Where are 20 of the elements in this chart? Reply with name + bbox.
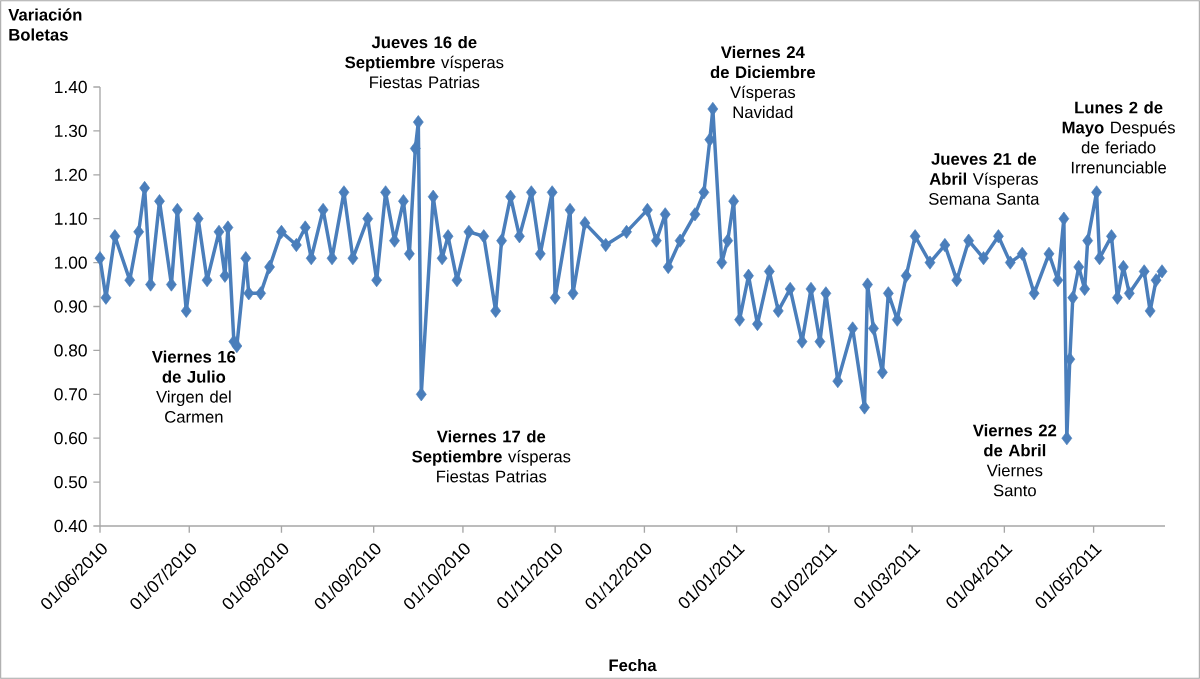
y-tick-label: 0.70 (54, 388, 87, 401)
annotation: Viernes 24 de Diciembre Vísperas Navidad (710, 45, 816, 119)
y-tick-label: 1.20 (55, 168, 87, 181)
y-tick-label: 1.00 (55, 256, 87, 269)
annotation: Viernes 22 de Abril Viernes Santo (972, 424, 1057, 497)
y-tick-label: 0.50 (54, 475, 87, 489)
annotation: Lunes 2 de Mayo Después de feriado Irrenunciable (1062, 101, 1175, 174)
y-tick-label: 1.10 (55, 212, 87, 225)
x-axis-title: Fecha (609, 658, 657, 672)
annotation: Jueves 21 de Abril Vísperas Semana Santa (929, 152, 1040, 205)
y-tick-label: 1.30 (55, 124, 87, 138)
annotation: Viernes 17 de Septiembre vísperas Fiestas Patrias (412, 430, 571, 483)
y-tick-label: 0.80 (54, 344, 87, 357)
annotation: Viernes 16 de Julio Virgen del Carmen (151, 350, 236, 423)
y-tick-label: 0.90 (54, 300, 87, 313)
y-axis-title: Variación Boletas (8, 8, 82, 41)
y-tick-label: 1.40 (55, 80, 87, 94)
y-tick-label: 0.60 (54, 432, 87, 445)
y-tick-label: 0.40 (54, 519, 87, 533)
annotation: Jueves 16 de Septiembre vísperas Fiestas Patrias (345, 35, 504, 89)
